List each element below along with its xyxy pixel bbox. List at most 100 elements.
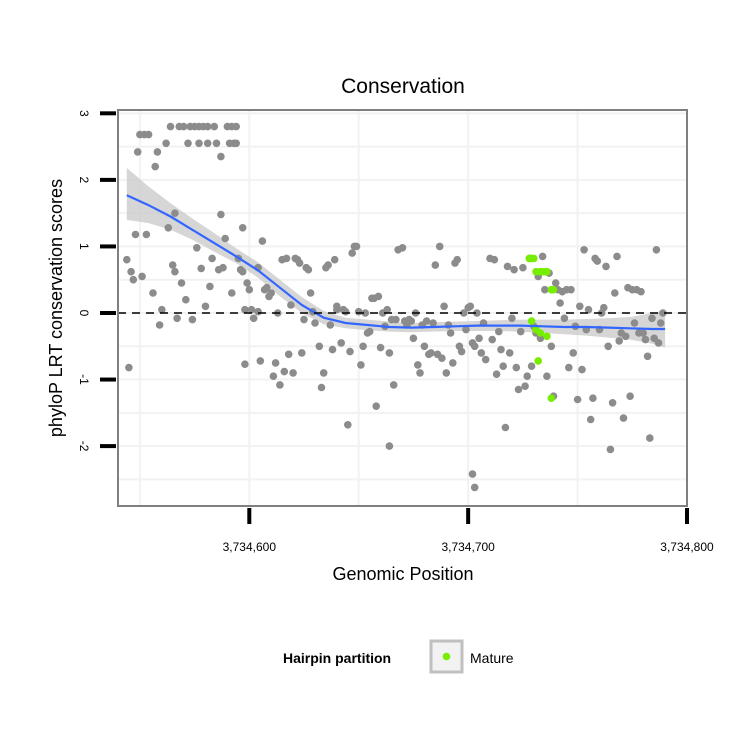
- data-point: [473, 309, 481, 317]
- data-point: [284, 350, 293, 359]
- data-point: [173, 314, 181, 323]
- x-tick-label: 3,734,600: [223, 540, 277, 554]
- data-point: [490, 255, 499, 264]
- data-point: [182, 295, 190, 304]
- data-point: [409, 334, 418, 343]
- data-point: [131, 230, 140, 239]
- data-point: [637, 287, 645, 296]
- data-point: [621, 332, 630, 341]
- data-point: [149, 289, 157, 297]
- data-point: [383, 305, 392, 314]
- data-point: [153, 148, 162, 156]
- mature-point: [549, 285, 558, 294]
- data-point: [306, 289, 315, 297]
- smooth-line: [126, 194, 666, 331]
- data-point: [232, 139, 240, 148]
- legend-label-mature: Mature: [470, 650, 514, 666]
- data-point: [282, 254, 291, 263]
- data-point: [245, 285, 254, 294]
- data-point: [449, 359, 457, 367]
- points-layer: [123, 122, 667, 492]
- data-point: [442, 369, 451, 377]
- data-point: [475, 334, 483, 343]
- data-point: [652, 246, 661, 254]
- data-point: [611, 289, 619, 297]
- data-point: [659, 309, 667, 317]
- data-point: [586, 415, 595, 424]
- data-point: [578, 365, 586, 374]
- data-point: [462, 325, 470, 334]
- data-point: [359, 342, 367, 351]
- data-point: [446, 329, 455, 337]
- data-point: [503, 262, 512, 271]
- data-point: [516, 327, 525, 336]
- data-point: [365, 327, 374, 336]
- data-point: [457, 347, 466, 356]
- confidence-ribbon: [126, 167, 666, 348]
- legend: Hairpin partition Mature: [283, 639, 514, 674]
- data-point: [497, 345, 505, 354]
- data-point: [521, 382, 529, 391]
- data-point: [569, 349, 577, 357]
- data-point: [125, 363, 133, 372]
- data-point: [392, 315, 400, 324]
- data-point: [505, 349, 514, 357]
- data-point: [593, 257, 602, 265]
- legend-key-box: [429, 639, 464, 674]
- data-point: [523, 372, 531, 381]
- data-point: [151, 162, 159, 171]
- data-point: [495, 327, 503, 336]
- data-point: [604, 342, 612, 351]
- chart-title: Conservation: [341, 75, 465, 98]
- panel-border: [117, 109, 688, 507]
- data-point: [217, 210, 225, 219]
- data-point: [197, 264, 205, 273]
- data-point: [492, 370, 501, 379]
- data-point: [280, 367, 289, 376]
- data-point: [188, 315, 197, 324]
- data-point: [477, 349, 486, 357]
- data-point: [615, 337, 623, 345]
- data-point: [203, 122, 212, 131]
- data-point: [164, 224, 173, 232]
- data-point: [354, 307, 363, 316]
- smooth-line-layer: [126, 194, 666, 331]
- data-point: [656, 319, 665, 327]
- data-point: [407, 317, 416, 325]
- y-axis-title: phyloP LRT conservation scores: [46, 179, 66, 437]
- data-point: [385, 442, 394, 450]
- data-point: [648, 314, 656, 323]
- data-point: [372, 402, 381, 411]
- data-point: [429, 319, 437, 327]
- data-point: [326, 321, 335, 329]
- mature-point: [543, 332, 551, 341]
- data-point: [238, 224, 247, 232]
- data-point: [630, 319, 639, 327]
- data-point: [470, 342, 479, 351]
- data-point: [317, 383, 326, 392]
- data-point: [376, 343, 385, 352]
- y-tick-label: 3: [77, 110, 91, 117]
- data-point: [162, 139, 170, 148]
- data-point: [166, 122, 175, 131]
- mature-point: [534, 357, 542, 365]
- data-point: [580, 246, 588, 254]
- data-point: [123, 255, 131, 264]
- data-point: [619, 414, 628, 422]
- legend-key-mature: [442, 652, 451, 661]
- data-point: [333, 305, 341, 314]
- data-point: [654, 339, 663, 347]
- data-point: [551, 279, 560, 287]
- mature-point: [547, 394, 556, 403]
- data-point: [219, 263, 227, 272]
- data-point: [221, 234, 229, 243]
- data-point: [254, 307, 262, 316]
- data-point: [584, 305, 593, 314]
- data-point: [420, 342, 429, 351]
- data-point: [346, 347, 354, 356]
- data-point: [319, 369, 328, 377]
- data-point: [374, 292, 383, 301]
- data-point: [263, 283, 271, 292]
- data-point: [508, 314, 516, 323]
